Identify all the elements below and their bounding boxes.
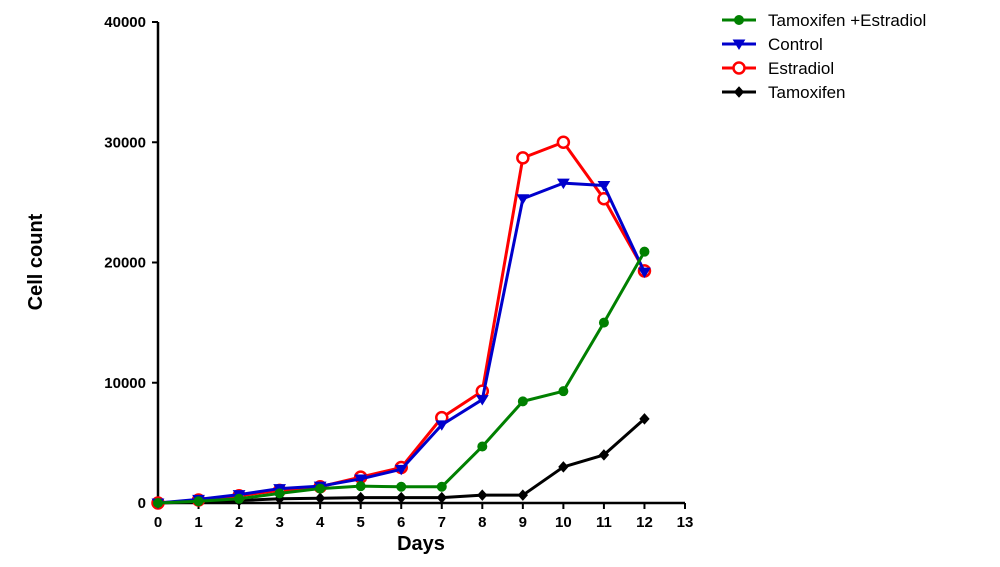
data-point [516,194,530,205]
data-point [355,491,366,504]
data-point [234,493,245,504]
x-tick-label: 3 [275,514,283,531]
data-point [556,178,570,190]
data-point [477,441,488,452]
y-tick-label: 10000 [104,375,146,392]
legend-label: Tamoxifen +Estradiol [768,11,926,30]
legend-item: Tamoxifen [722,83,845,102]
data-point [639,246,650,257]
series-tamoxifen-estradiol [153,246,650,508]
data-point [274,488,285,499]
y-tick-label: 0 [138,495,146,512]
legend-label: Estradiol [768,59,834,78]
x-tick-label: 6 [397,514,405,531]
x-tick-label: 13 [677,514,694,531]
legend-marker [734,15,744,25]
data-point [193,496,204,507]
y-tick-label: 30000 [104,134,146,151]
data-point [436,491,447,504]
x-tick-label: 10 [555,514,572,531]
data-series [151,135,652,510]
data-point [315,483,326,494]
series-control [151,178,651,509]
legend-item: Tamoxifen +Estradiol [722,11,926,30]
data-point [597,181,611,192]
y-tick-label: 20000 [104,255,146,272]
data-point [516,151,530,165]
legend-marker [732,61,746,75]
x-tick-label: 5 [357,514,365,531]
data-point [558,386,569,397]
data-point [558,461,569,473]
data-point [396,491,407,504]
legend-label: Control [768,35,823,54]
data-point [314,492,326,504]
data-point [598,317,609,328]
series-line [157,140,646,505]
x-tick-label: 7 [438,514,446,531]
x-tick-label: 0 [154,514,162,531]
y-axis-title: Cell count [25,213,47,310]
series-estradiol [151,135,652,510]
data-point [153,498,163,508]
y-tick-label: 40000 [104,14,146,31]
x-tick-label: 11 [596,514,612,531]
legend-item: Estradiol [722,59,834,78]
data-point [598,449,610,461]
data-point [435,420,449,431]
data-point [517,396,528,407]
x-tick-label: 1 [194,514,202,531]
data-point [354,474,368,485]
legend: Tamoxifen +Estradiol Control Estradiol Tamo… [722,11,926,102]
legend-item: Control [722,35,823,54]
data-point [475,395,489,406]
data-point [638,267,651,279]
x-tick-label: 4 [316,514,325,531]
data-point [517,489,529,501]
x-axis-title: Days [397,533,445,555]
legend-marker [733,86,745,98]
legend-label: Tamoxifen [768,83,845,102]
legend-marker [732,39,746,50]
x-tick-label: 8 [478,514,486,531]
axes [156,22,685,505]
data-point [639,413,650,425]
data-point [556,135,571,149]
data-point [436,481,447,492]
data-point [355,481,366,492]
series-line [157,181,646,505]
data-point [396,481,407,492]
x-tick-label: 12 [636,514,653,531]
data-point [394,464,408,476]
x-tick-label: 2 [235,514,243,531]
data-point [477,489,488,501]
x-tick-label: 9 [519,514,527,531]
